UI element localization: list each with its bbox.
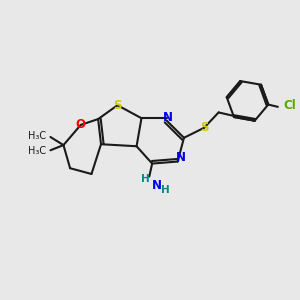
Text: H₃C: H₃C <box>28 146 46 156</box>
Text: N: N <box>176 151 185 164</box>
Text: S: S <box>113 99 122 112</box>
Text: H: H <box>141 175 150 184</box>
Text: H: H <box>161 185 170 196</box>
Text: N: N <box>163 111 173 124</box>
Text: O: O <box>76 118 86 131</box>
Text: H₃C: H₃C <box>28 131 46 141</box>
Text: S: S <box>200 121 208 134</box>
Text: N: N <box>152 179 161 192</box>
Text: Cl: Cl <box>284 100 296 112</box>
